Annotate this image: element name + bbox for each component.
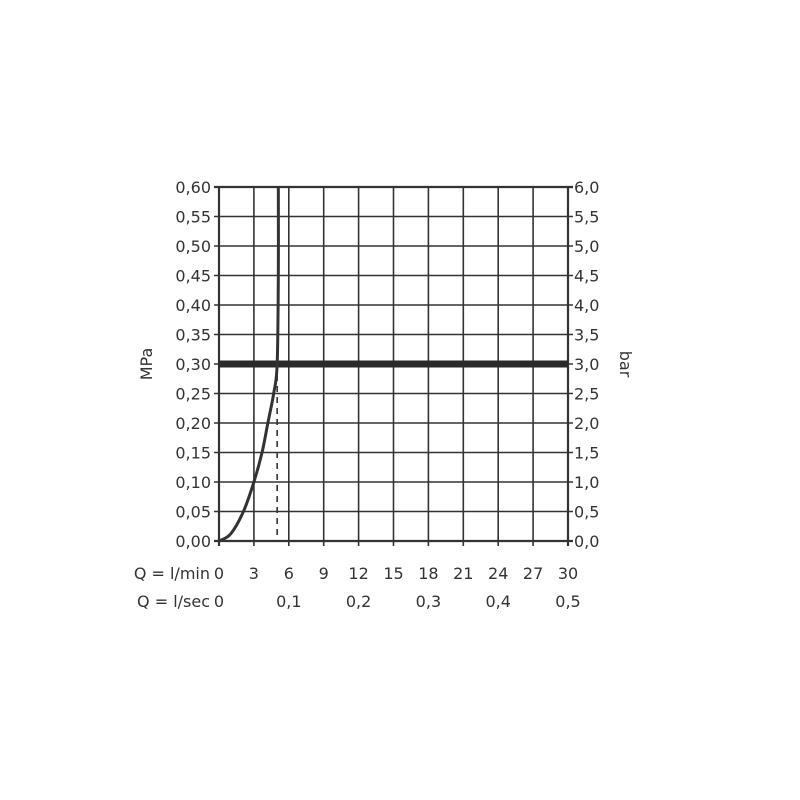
y-axis-label-right: bar — [616, 351, 635, 378]
x-tick-label: 21 — [453, 564, 473, 583]
y-right-tick-label: 2,0 — [574, 414, 599, 433]
x-tick-label: 3 — [249, 564, 259, 583]
y-tick-label: 0,25 — [175, 385, 211, 404]
x2-tick-label: 0,3 — [416, 592, 441, 611]
x-tick-label: 27 — [523, 564, 543, 583]
y-right-tick-label: 1,0 — [574, 473, 599, 492]
y-tick-label: 0,00 — [175, 532, 211, 551]
x-tick-label: 24 — [488, 564, 508, 583]
y-tick-label: 0,30 — [175, 355, 211, 374]
x-tick-label: 12 — [348, 564, 368, 583]
y-right-tick-label: 5,0 — [574, 237, 599, 256]
x2-tick-label: 0,2 — [346, 592, 371, 611]
x2-tick-label: 0,4 — [485, 592, 510, 611]
y-right-tick-label: 4,0 — [574, 296, 599, 315]
y-right-tick-label: 0,5 — [574, 503, 599, 522]
x-tick-label: 18 — [418, 564, 438, 583]
y-tick-label: 0,15 — [175, 444, 211, 463]
y-right-tick-label: 0,0 — [574, 532, 599, 551]
marks — [218, 186, 568, 543]
x-axis-label: Q = l/min — [134, 564, 210, 583]
y-right-tick-label: 5,5 — [574, 208, 599, 227]
labels: 0 3 6 9 12 15 18 21 24 27 30 0 0,1 0,2 0,3 0,4 0,5 0,00 0,… — [175, 178, 599, 611]
x2-tick-label: 0,5 — [555, 592, 580, 611]
y-tick-label: 0,35 — [175, 326, 211, 345]
y-tick-label: 0,55 — [175, 208, 211, 227]
x-tick-label: 0 — [214, 564, 224, 583]
x-tick-label: 6 — [284, 564, 294, 583]
y-right-tick-label: 1,5 — [574, 444, 599, 463]
x2-tick-label: 0 — [214, 592, 224, 611]
y-right-tick-label: 6,0 — [574, 178, 599, 197]
y-tick-label: 0,60 — [175, 178, 211, 197]
y-axis-label: MPa — [137, 348, 156, 381]
x-tick-label: 15 — [383, 564, 403, 583]
y-right-tick-label: 3,5 — [574, 326, 599, 345]
y-tick-label: 0,45 — [175, 267, 211, 286]
x-tick-label: 30 — [558, 564, 578, 583]
y-right-tick-label: 2,5 — [574, 385, 599, 404]
y-tick-label: 0,40 — [175, 296, 211, 315]
x-tick-label: 9 — [319, 564, 329, 583]
x2-tick-label: 0,1 — [276, 592, 301, 611]
y-tick-label: 0,05 — [175, 503, 211, 522]
y-right-tick-label: 4,5 — [574, 267, 599, 286]
x-axis-label-secondary: Q = l/sec — [137, 592, 210, 611]
y-right-tick-label: 3,0 — [574, 355, 599, 374]
y-tick-label: 0,50 — [175, 237, 211, 256]
y-tick-label: 0,10 — [175, 473, 211, 492]
series-line — [218, 186, 280, 543]
y-tick-label: 0,20 — [175, 414, 211, 433]
